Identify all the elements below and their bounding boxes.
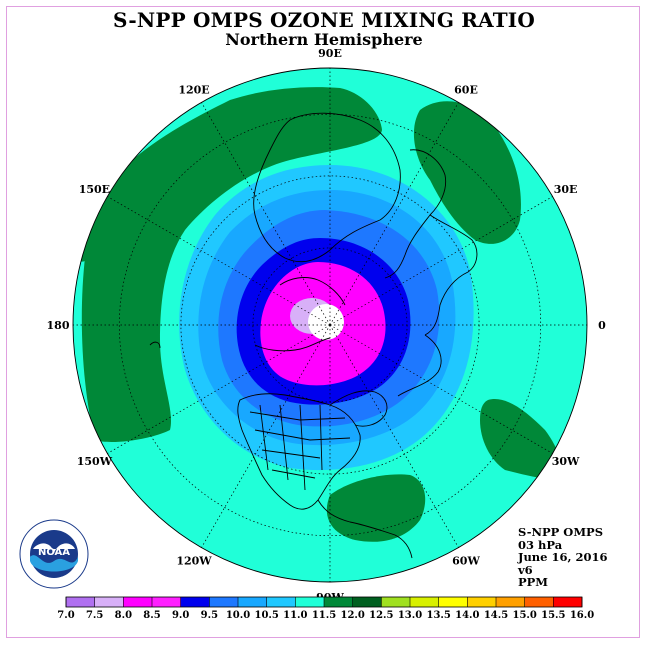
globe-boundary [72, 67, 588, 583]
meridian-line [329, 196, 553, 326]
longitude-label: 180 [47, 319, 70, 332]
coastlines [149, 112, 478, 559]
meridian-line [201, 102, 331, 326]
info-pressure-level: 03 hPa [518, 537, 563, 552]
figure-frame [6, 6, 640, 638]
longitude-label: 90E [318, 47, 342, 60]
noaa-logo: NOAA [19, 519, 89, 593]
product-info: S-NPP OMPS 03 hPa June 16, 2016 v6 PPM [518, 526, 608, 589]
info-instrument: S-NPP OMPS [518, 525, 604, 539]
longitude-label: 30E [554, 183, 578, 196]
meridian-line [329, 324, 553, 454]
longitude-label: 0 [598, 319, 606, 332]
latitude-circle [118, 113, 542, 537]
noaa-logo-text: NOAA [38, 547, 70, 558]
lat-lon-grid [73, 68, 587, 582]
longitude-label: 150W [77, 455, 113, 468]
meridian-line [107, 324, 331, 454]
meridian-line [329, 324, 459, 548]
longitude-label: 120W [176, 555, 212, 568]
info-units: PPM [518, 575, 549, 590]
polar-no-data [308, 304, 344, 340]
noaa-logo-icon: NOAA [19, 519, 89, 589]
meridian-line [329, 102, 459, 326]
longitude-label: 90W [316, 591, 344, 604]
meridian-line [201, 324, 331, 548]
longitude-label: 120E [178, 83, 209, 96]
longitude-label: 30W [552, 455, 580, 468]
contour-11-0-band-pacific [81, 87, 382, 442]
info-version: v6 [518, 562, 533, 577]
longitude-label: 60W [452, 555, 480, 568]
longitude-label: 60E [454, 83, 478, 96]
info-date: June 16, 2016 [518, 550, 608, 565]
contour-11-0-band-europe [413, 101, 521, 244]
map-title: S-NPP OMPS OZONE MIXING RATIO [113, 8, 535, 32]
map-subtitle: Northern Hemisphere [225, 30, 423, 49]
meridian-line [107, 196, 331, 326]
contour-11-0-band-caribbean [326, 474, 426, 542]
longitude-label: 150E [79, 183, 110, 196]
contour-11-0-band-atlantic [480, 399, 562, 480]
